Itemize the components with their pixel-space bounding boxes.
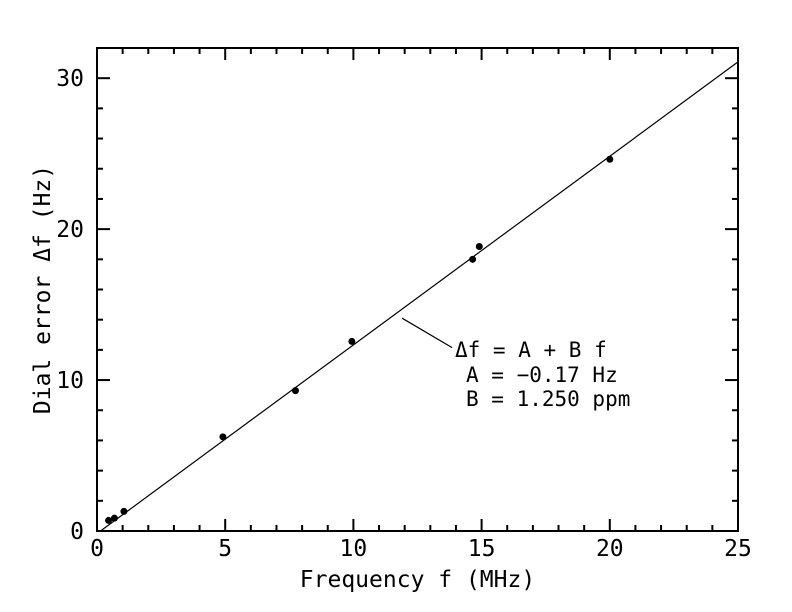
y-tick-label: 0 — [70, 519, 84, 545]
y-tick-label: 10 — [56, 368, 84, 394]
annotation-leader-line — [401, 317, 453, 349]
fit-annotation-line-3: B = 1.250 ppm — [466, 387, 630, 411]
data-point — [348, 337, 356, 345]
data-point — [469, 255, 477, 263]
y-tick-label: 20 — [56, 217, 84, 243]
data-points — [105, 155, 614, 524]
x-tick-label: 20 — [596, 536, 624, 562]
x-tick-label: 0 — [90, 536, 104, 562]
fit-annotation-line-1: Δf = A + B f — [455, 338, 607, 362]
data-point — [606, 155, 614, 163]
y-ticks — [97, 77, 738, 502]
data-point — [120, 507, 128, 515]
data-point — [110, 514, 118, 522]
data-point — [105, 516, 113, 524]
data-point — [291, 387, 299, 395]
data-point — [219, 433, 227, 441]
y-axis-title: Dial error Δf (Hz) — [30, 165, 56, 414]
x-tick-label: 25 — [724, 536, 752, 562]
data-point — [475, 242, 483, 250]
x-tick-label: 15 — [468, 536, 496, 562]
fit-line — [100, 61, 739, 532]
y-tick-label: 30 — [56, 66, 84, 92]
fit-annotation-line-2: A = −0.17 Hz — [466, 363, 618, 387]
x-tick-label: 10 — [340, 536, 368, 562]
x-tick-label: 5 — [218, 536, 232, 562]
x-ticks — [121, 48, 714, 531]
x-axis-title: Frequency f (MHz) — [300, 567, 535, 593]
